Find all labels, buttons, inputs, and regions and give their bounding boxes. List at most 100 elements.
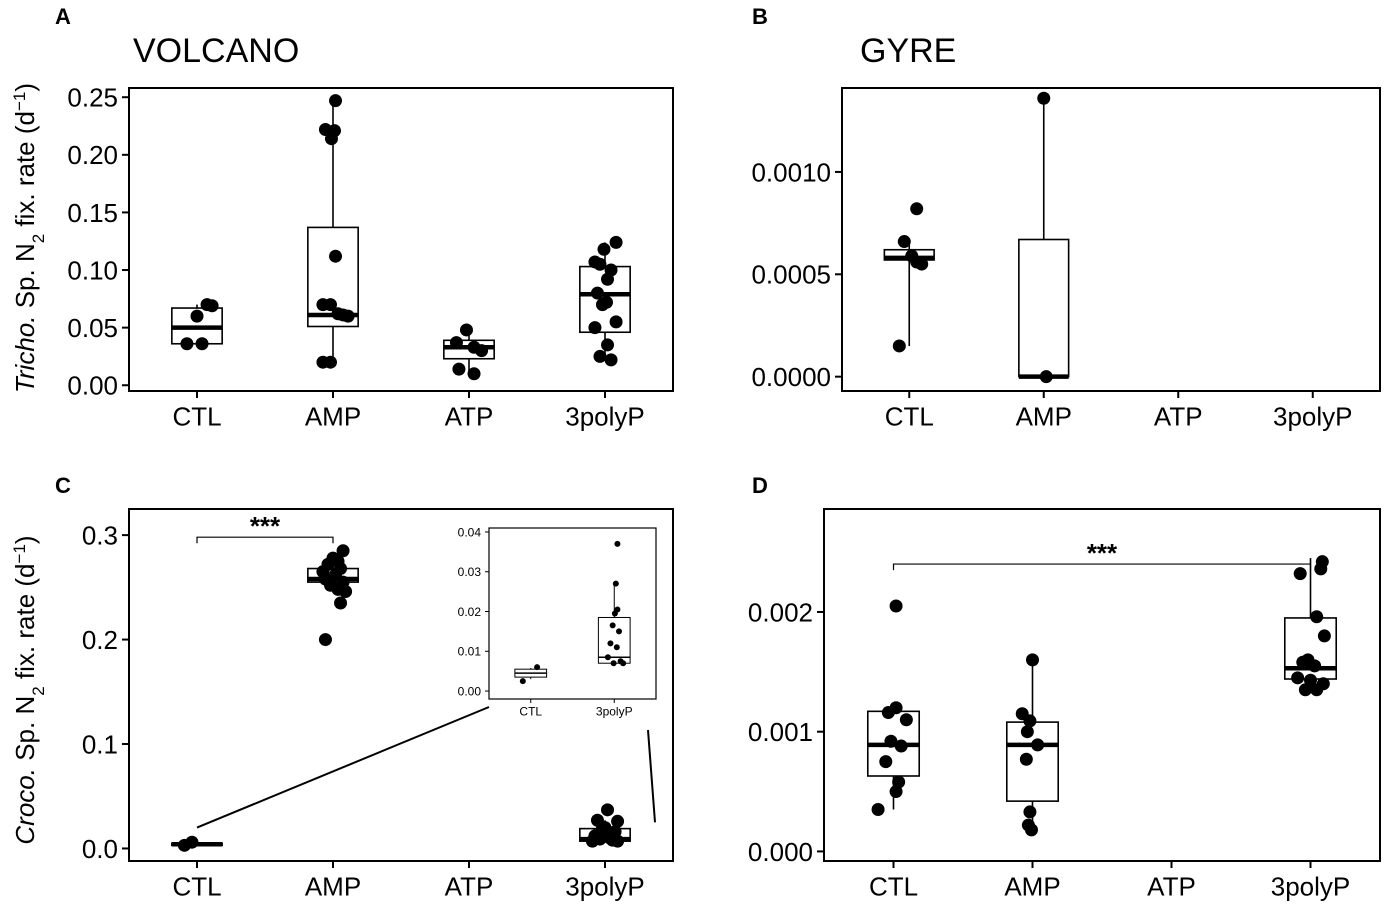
data-point [329,249,343,263]
x-tick-label: CTL [172,871,221,901]
inset-box [597,616,631,664]
data-point [604,353,618,367]
data-point [1023,805,1037,819]
panel-a: 0.00 0.05 0.10 0.15 0.20 0.25 CTL AMP ATP 3polyP [67,83,674,431]
box [1005,721,1060,802]
significance-bracket [196,536,334,544]
y-tick-label: 0.25 [67,83,118,113]
ylabel-tricho-sup: −1 [10,92,29,111]
data-point [1298,683,1312,697]
data-point [1308,659,1322,673]
ylabel-croco-end: ) [10,535,40,544]
inset-data-point [534,664,541,671]
panel-b: 0.0000 0.0005 0.0010 CTL AMP ATP 3polyP [751,87,1381,431]
inset-y-tick-label: 0.02 [458,605,482,619]
inset-data-point [616,628,623,635]
x-tick-label: AMP [305,401,361,431]
ylabel-tricho: Tricho. Sp. N2 fix. rate (d−1) [10,83,48,393]
panel-letter-b: B [752,4,768,29]
inset-c: 0.00 0.01 0.02 0.03 0.04 CTL 3polyP [196,525,657,829]
y-tick-label: 0.002 [748,597,813,627]
data-point [595,298,609,312]
panel-letter-a: A [55,4,71,29]
y-tick-label: 0.0000 [751,362,831,392]
significance-label: *** [250,511,281,541]
inset-data-point [519,678,526,685]
panel-title-volcano: VOLCANO [133,32,299,70]
inset-connector-left [196,706,490,829]
data-point [879,755,893,769]
data-point [336,544,350,558]
data-point [1026,653,1039,667]
y-tick-label: 0.000 [748,837,813,867]
ylabel-tricho-sub: 2 [29,234,48,243]
ylabel-tricho-italic: Tricho. [10,316,40,394]
y-tick-label: 0.20 [67,140,118,170]
significance-label: *** [1087,538,1118,568]
inset-data-point [612,580,619,587]
data-point [1037,91,1051,105]
data-point [341,309,355,323]
x-tick-label: 3polyP [1273,401,1353,431]
data-point [452,362,466,376]
y-tick-label: 0.001 [748,717,813,747]
data-point [177,838,191,852]
x-tick-label: AMP [1016,401,1072,431]
data-point [897,235,911,249]
data-point [1039,370,1053,384]
inset-x-tick-label: CTL [519,705,542,719]
x-tick-label: 3polyP [565,871,645,901]
data-point [1304,673,1317,687]
data-point [449,336,463,350]
data-point [475,344,489,358]
y-tick-label: 0.15 [67,198,118,228]
panel-letter-d: D [752,473,768,498]
ylabel-croco-sup: −1 [10,544,29,563]
data-point [588,321,602,335]
data-point [324,132,338,146]
x-tick-label: AMP [305,871,361,901]
data-point [1020,725,1034,739]
inset-data-point [614,540,621,547]
ylabel-croco-sub: 2 [29,686,48,695]
data-point [601,803,615,817]
significance-bracket [892,563,1312,571]
x-tick-label: ATP [1147,871,1196,901]
inset-connector-right [647,729,656,823]
ylabel-croco-italic: Croco. [10,768,40,845]
data-point [195,337,209,351]
y-tick-label: 0.1 [82,729,118,759]
data-point [884,734,898,748]
x-tick-label: CTL [869,871,918,901]
x-tick-label: CTL [172,401,221,431]
data-point [881,706,895,720]
inset-y-tick-label: 0.01 [458,645,482,659]
panel-title-gyre: GYRE [860,32,956,70]
data-point [1023,714,1037,728]
y-tick-label: 0.00 [67,371,118,401]
data-point [1310,610,1324,624]
ylabel-tricho-post: fix. rate (d [10,111,40,234]
x-tick-label: 3polyP [1271,871,1351,901]
data-point [915,257,929,271]
plot-frame [841,87,1381,392]
data-point [1317,629,1331,643]
inset-x-tick-label: 3polyP [596,705,633,719]
data-point [597,242,611,256]
inset-plot-frame [488,527,657,700]
data-point [1296,655,1310,669]
data-point [910,202,924,216]
data-point [318,633,332,647]
inset-data-point [613,644,620,651]
ylabel-tricho-end: ) [10,83,40,92]
data-point [329,94,343,108]
plot-frame [128,87,674,392]
data-point [889,785,903,799]
inset-data-point [604,654,611,661]
y-tick-label: 0.2 [82,625,118,655]
x-tick-label: 3polyP [565,401,645,431]
data-point [205,299,219,313]
ylabel-croco: Croco. Sp. N2 fix. rate (d−1) [10,535,48,844]
